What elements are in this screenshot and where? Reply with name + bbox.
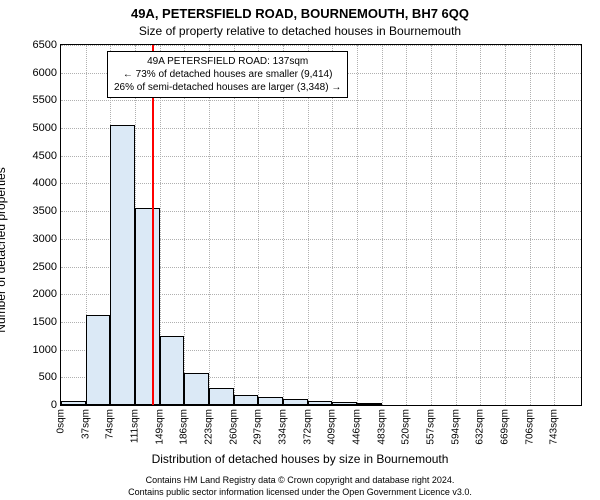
x-tick-label: 37sqm [80,409,91,439]
grid-line-v [530,45,531,405]
grid-line-v [406,45,407,405]
y-tick-label: 6500 [33,39,57,51]
grid-line-v [234,45,235,405]
grid-line-v [480,45,481,405]
y-tick-label: 3000 [33,233,57,245]
histogram-bar [308,401,333,405]
footer-line-1: Contains HM Land Registry data © Crown c… [0,474,600,486]
histogram-bar [234,395,259,405]
x-tick-label: 632sqm [475,409,486,445]
y-tick-label: 1500 [33,316,57,328]
grid-line-v [456,45,457,405]
x-tick-label: 669sqm [500,409,511,445]
x-tick-label: 706sqm [524,409,535,445]
x-axis-label: Distribution of detached houses by size … [0,452,600,466]
histogram-bar [332,402,357,405]
grid-line-v [332,45,333,405]
x-tick-label: 186sqm [179,409,190,445]
x-tick-label: 74sqm [105,409,116,439]
marker-line [152,45,154,405]
grid-line-v [258,45,259,405]
grid-line-v [283,45,284,405]
y-tick-label: 2000 [33,288,57,300]
y-tick-label: 1000 [33,344,57,356]
histogram-bar [160,336,185,405]
chart-title: 49A, PETERSFIELD ROAD, BOURNEMOUTH, BH7 … [0,6,600,21]
grid-line-v [554,45,555,405]
grid-line-v [209,45,210,405]
y-tick-label: 6000 [33,67,57,79]
grid-line-h [61,183,581,184]
x-tick-label: 334sqm [278,409,289,445]
grid-line-h [61,45,581,46]
x-tick-label: 111sqm [130,409,141,443]
y-tick-label: 500 [39,371,57,383]
grid-line-h [61,100,581,101]
plot-area: 0500100015002000250030003500400045005000… [60,44,582,406]
grid-line-v [382,45,383,405]
x-tick-label: 520sqm [401,409,412,445]
annotation-line-1: 49A PETERSFIELD ROAD: 137sqm [114,55,341,68]
x-tick-label: 446sqm [352,409,363,445]
grid-line-v [505,45,506,405]
x-tick-label: 743sqm [549,409,560,445]
histogram-bar [209,388,234,405]
footer-line-2: Contains public sector information licen… [0,486,600,498]
y-tick-label: 3500 [33,205,57,217]
footer-attribution: Contains HM Land Registry data © Crown c… [0,474,600,498]
annotation-line-2: ← 73% of detached houses are smaller (9,… [114,68,341,81]
histogram-bar [184,373,209,405]
y-tick-label: 2500 [33,261,57,273]
y-tick-label: 4000 [33,177,57,189]
histogram-bar [86,315,111,405]
histogram-bar [61,401,86,405]
x-tick-label: 594sqm [450,409,461,445]
x-tick-label: 223sqm [204,409,215,445]
histogram-bar [110,125,135,405]
x-tick-label: 483sqm [376,409,387,445]
histogram-bar [258,397,283,405]
chart-container: 49A, PETERSFIELD ROAD, BOURNEMOUTH, BH7 … [0,0,600,500]
grid-line-v [431,45,432,405]
x-tick-label: 149sqm [154,409,165,445]
x-tick-label: 0sqm [56,409,67,433]
x-tick-label: 557sqm [426,409,437,445]
grid-line-h [61,156,581,157]
grid-line-v [308,45,309,405]
x-tick-label: 260sqm [228,409,239,445]
y-tick-label: 4500 [33,150,57,162]
histogram-bar [357,403,382,405]
histogram-bar [283,399,308,405]
x-tick-label: 297sqm [253,409,264,445]
annotation-line-3: 26% of semi-detached houses are larger (… [114,81,341,94]
y-tick-label: 5000 [33,122,57,134]
x-tick-label: 372sqm [302,409,313,445]
annotation-box: 49A PETERSFIELD ROAD: 137sqm← 73% of det… [107,51,348,98]
grid-line-v [357,45,358,405]
chart-subtitle: Size of property relative to detached ho… [0,24,600,38]
x-tick-label: 409sqm [327,409,338,445]
histogram-bar [135,208,160,405]
y-tick-label: 5500 [33,94,57,106]
grid-line-v [184,45,185,405]
grid-line-h [61,128,581,129]
